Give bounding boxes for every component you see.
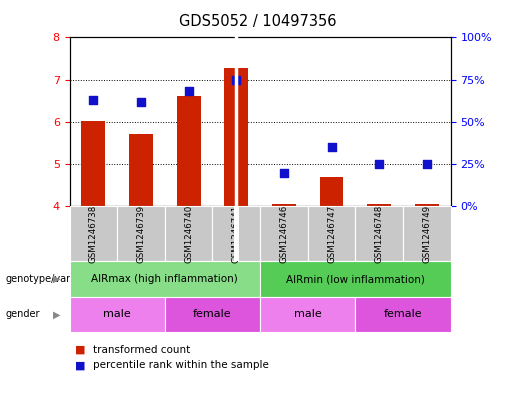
Text: female: female [193, 309, 232, 320]
Text: GSM1246739: GSM1246739 [136, 205, 145, 263]
Bar [177, 95, 200, 206]
Text: GSM1246748: GSM1246748 [375, 205, 384, 263]
Text: GSM1246738: GSM1246738 [89, 205, 98, 263]
Bar [129, 134, 153, 206]
Text: ■: ■ [75, 360, 85, 371]
Bar [272, 204, 296, 206]
Text: GSM1246749: GSM1246749 [422, 205, 431, 263]
Text: AIRmin (low inflammation): AIRmin (low inflammation) [286, 274, 425, 284]
Point [423, 161, 431, 167]
Text: male: male [294, 309, 321, 320]
Bar [320, 177, 344, 206]
Bar [225, 68, 248, 206]
Point [280, 169, 288, 176]
Text: transformed count: transformed count [93, 345, 190, 355]
Point [137, 98, 145, 105]
Text: percentile rank within the sample: percentile rank within the sample [93, 360, 269, 371]
Bar [415, 204, 439, 206]
Text: GSM1246746: GSM1246746 [280, 205, 288, 263]
Text: GSM1246740: GSM1246740 [184, 205, 193, 263]
Bar [367, 204, 391, 206]
Point [375, 161, 383, 167]
Text: female: female [384, 309, 422, 320]
Text: GSM1246741: GSM1246741 [232, 205, 241, 263]
Point [184, 88, 193, 95]
Point [89, 97, 97, 103]
Text: GDS5052 / 10497356: GDS5052 / 10497356 [179, 14, 336, 29]
Text: male: male [104, 309, 131, 320]
Text: gender: gender [5, 309, 40, 320]
Point [328, 144, 336, 150]
Bar [81, 121, 105, 206]
Point [232, 76, 241, 83]
Text: ▶: ▶ [53, 309, 60, 320]
Text: AIRmax (high inflammation): AIRmax (high inflammation) [92, 274, 238, 284]
Text: genotype/variation: genotype/variation [5, 274, 98, 284]
Text: ▶: ▶ [53, 274, 60, 284]
Text: ■: ■ [75, 345, 85, 355]
Text: GSM1246747: GSM1246747 [327, 205, 336, 263]
